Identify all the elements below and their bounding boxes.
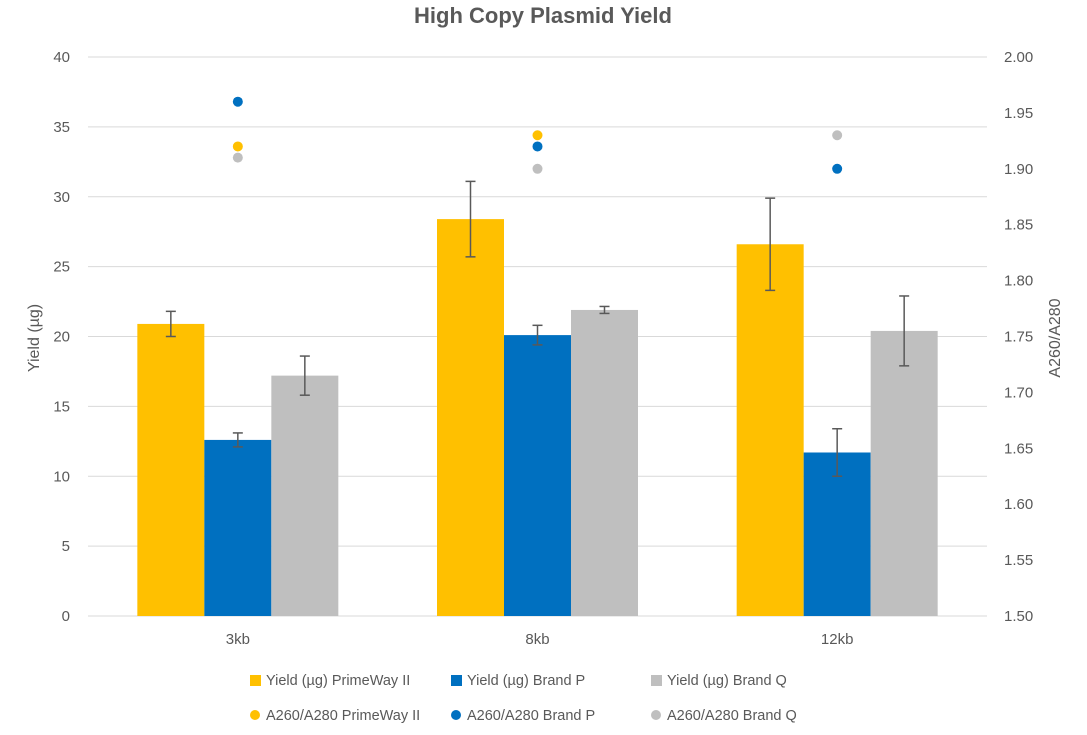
legend-swatch <box>651 675 662 686</box>
x-tick-label: 3kb <box>226 631 250 648</box>
bar-series <box>137 219 938 617</box>
y2-tick-label: 1.65 <box>1004 440 1033 457</box>
legend-marker <box>451 710 461 720</box>
legend-label: Yield (µg) PrimeWay II <box>266 673 410 689</box>
scatter-point <box>232 152 243 163</box>
y2-tick-label: 1.80 <box>1004 273 1033 290</box>
y2-axis-ticks: 1.50 1.55 1.60 1.65 1.70 1.75 1.80 1.85 1.90 1.95… <box>1004 49 1033 625</box>
y-tick-label: 40 <box>53 49 70 66</box>
scatter-point <box>532 130 543 141</box>
bar <box>204 439 272 616</box>
legend-swatch <box>250 675 261 686</box>
bar <box>271 375 339 616</box>
y2-tick-label: 1.90 <box>1004 161 1033 178</box>
y-tick-label: 20 <box>53 329 70 346</box>
chart-title: High Copy Plasmid Yield <box>414 3 672 28</box>
y-axis-ticks: 0 5 10 15 20 25 30 35 40 <box>53 49 70 625</box>
legend-label: A260/A280 Brand P <box>467 708 595 724</box>
y2-tick-label: 1.55 <box>1004 552 1033 569</box>
y-axis-label: Yield (µg) <box>26 304 43 372</box>
scatter-series <box>232 96 843 174</box>
y2-tick-label: 1.50 <box>1004 608 1033 625</box>
y-tick-label: 5 <box>62 538 70 555</box>
scatter-point <box>532 141 543 152</box>
y2-tick-label: 1.60 <box>1004 496 1033 513</box>
y2-tick-label: 1.70 <box>1004 384 1033 401</box>
legend-marker <box>651 710 661 720</box>
y2-tick-label: 1.85 <box>1004 217 1033 234</box>
scatter-point <box>532 163 543 174</box>
y-tick-label: 30 <box>53 189 70 206</box>
bar <box>137 323 205 616</box>
legend-marker <box>250 710 260 720</box>
legend: Yield (µg) PrimeWay II Yield (µg) Brand P… <box>250 673 797 724</box>
y2-tick-label: 2.00 <box>1004 49 1033 66</box>
legend-label: Yield (µg) Brand Q <box>667 673 787 689</box>
y2-axis-label: A260/A280 <box>1047 298 1064 377</box>
bar <box>504 335 571 616</box>
legend-swatch <box>451 675 462 686</box>
legend-label: Yield (µg) Brand P <box>467 673 585 689</box>
error-bars <box>165 180 910 477</box>
scatter-point <box>232 96 243 107</box>
bar <box>870 330 938 616</box>
scatter-point <box>832 163 843 174</box>
y-tick-label: 15 <box>53 398 70 415</box>
x-axis-ticks: 3kb 8kb 12kb <box>226 631 854 648</box>
bar <box>437 219 504 617</box>
y2-tick-label: 1.75 <box>1004 329 1033 346</box>
x-tick-label: 12kb <box>821 631 854 648</box>
x-tick-label: 8kb <box>525 631 549 648</box>
scatter-point <box>232 141 243 152</box>
bar <box>736 244 804 616</box>
y2-tick-label: 1.95 <box>1004 105 1033 122</box>
legend-label: A260/A280 Brand Q <box>667 708 797 724</box>
bar <box>803 452 871 616</box>
y-tick-label: 35 <box>53 119 70 136</box>
y-tick-label: 25 <box>53 259 70 276</box>
y-tick-label: 0 <box>62 608 70 625</box>
y-tick-label: 10 <box>53 468 70 485</box>
legend-label: A260/A280 PrimeWay II <box>266 708 420 724</box>
bar <box>571 309 638 616</box>
scatter-point <box>832 130 843 141</box>
